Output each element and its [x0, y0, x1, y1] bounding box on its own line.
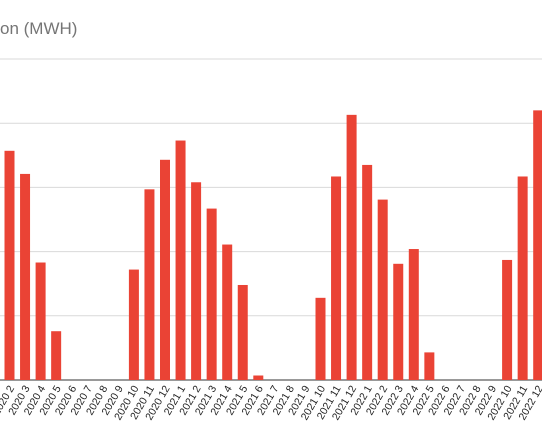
bars [4, 110, 542, 381]
bar [191, 182, 202, 380]
bar [20, 173, 31, 380]
bar [206, 208, 217, 380]
bar [424, 352, 435, 380]
gridlines [0, 58, 542, 381]
chart-title: on (MWH) [0, 19, 78, 38]
bar [502, 259, 513, 380]
bar [175, 140, 186, 380]
bar [144, 189, 155, 380]
bar [533, 110, 542, 381]
bar [51, 331, 62, 380]
bar [253, 375, 264, 380]
bar [35, 262, 46, 380]
bar [408, 249, 419, 380]
bar [331, 176, 342, 380]
bar [362, 164, 373, 380]
bar [128, 269, 139, 380]
bar [346, 114, 357, 380]
bar [222, 244, 233, 380]
bar [377, 199, 388, 380]
bar [517, 176, 528, 380]
bar [315, 297, 326, 380]
bar [160, 159, 170, 380]
bar [393, 263, 404, 380]
bar [4, 150, 15, 380]
bar [237, 284, 248, 380]
